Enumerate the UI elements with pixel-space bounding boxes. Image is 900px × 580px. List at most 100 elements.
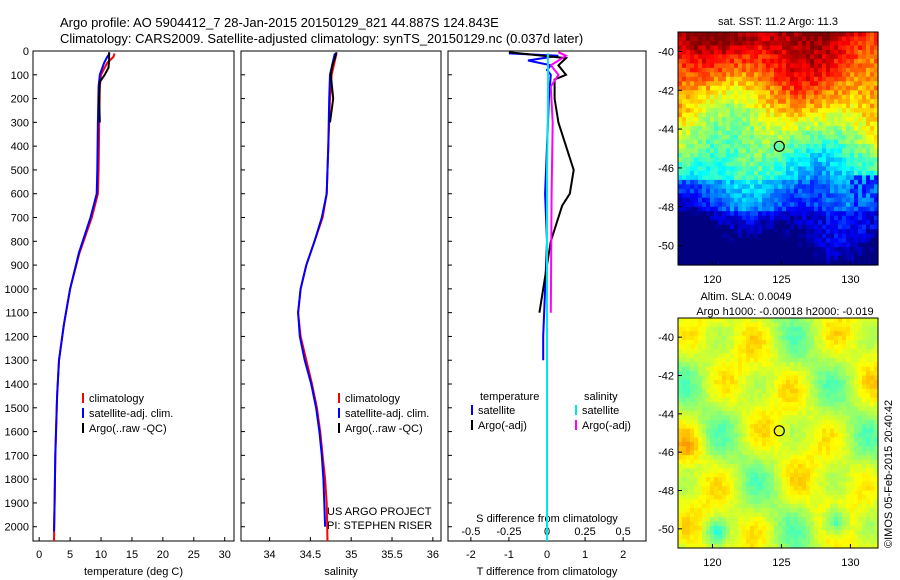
map-cell — [826, 503, 831, 509]
map-cell — [746, 357, 751, 363]
map-cell — [794, 534, 799, 540]
map-cell — [826, 419, 831, 425]
map-cell — [794, 40, 799, 47]
map-cell — [762, 36, 767, 42]
map-cell — [774, 188, 779, 194]
map-cell — [678, 170, 683, 176]
map-cell — [746, 188, 751, 194]
map-cell — [770, 539, 775, 545]
map-cell — [746, 197, 751, 203]
map-cell — [834, 233, 839, 239]
top-axis-tick-label: 0.25 — [574, 526, 595, 538]
map-cell — [678, 379, 683, 385]
map-cell — [834, 503, 839, 509]
map-cell — [778, 247, 783, 253]
map-cell — [698, 494, 703, 500]
map-cell — [822, 388, 827, 394]
map-cell — [790, 238, 795, 244]
map-cell — [806, 459, 811, 465]
map-cell — [850, 152, 855, 159]
map-cell — [734, 335, 739, 341]
map-cell — [678, 366, 683, 372]
map-cell — [842, 318, 847, 324]
map-cell — [734, 166, 739, 172]
map-cell — [702, 322, 707, 328]
x-axis-label: salinity — [324, 566, 358, 578]
map-cell — [766, 318, 771, 324]
map-cell — [802, 508, 807, 514]
map-cell — [694, 45, 699, 51]
map-cell — [730, 486, 735, 492]
map-cell — [770, 175, 775, 181]
map-cell — [738, 512, 743, 518]
map-cell — [738, 415, 743, 421]
map-cell — [838, 126, 843, 132]
map-cell — [686, 508, 691, 514]
map-cell — [810, 455, 815, 461]
map-cell — [850, 211, 855, 217]
map-cell — [790, 472, 795, 478]
map-cell — [730, 81, 735, 87]
map-cell — [782, 410, 787, 416]
map-cell — [746, 157, 751, 163]
map-cell — [750, 184, 755, 190]
map-cell — [718, 512, 723, 518]
map-cell — [690, 406, 695, 412]
map-cell — [694, 161, 699, 168]
map-cell — [798, 139, 803, 145]
map-cell — [762, 481, 767, 487]
map-cell — [682, 220, 687, 226]
map-cell — [702, 117, 707, 123]
map-cell — [818, 36, 823, 42]
map-cell — [734, 340, 739, 346]
map-cell — [850, 126, 855, 132]
map-cell — [742, 388, 747, 394]
map-cell — [770, 179, 775, 185]
map-cell — [678, 450, 683, 456]
map-cell — [754, 340, 759, 346]
map-cell — [862, 175, 867, 181]
map-cell — [758, 472, 763, 478]
map-cell — [678, 353, 683, 359]
map-cell — [694, 348, 699, 354]
map-cell — [746, 229, 751, 235]
map-cell — [834, 121, 839, 127]
map-cell — [710, 348, 715, 354]
map-cell — [814, 450, 819, 456]
map-cell — [694, 126, 699, 132]
map-cell — [818, 112, 823, 118]
map-cell — [694, 103, 699, 109]
map-cell — [718, 388, 723, 394]
map-cell — [678, 486, 683, 492]
map-cell — [750, 148, 755, 154]
map-cell — [762, 357, 767, 363]
map-cell — [814, 486, 819, 492]
map-cell — [782, 152, 787, 159]
map-cell — [818, 450, 823, 456]
map-cell — [678, 468, 683, 474]
map-cell — [846, 197, 851, 203]
map-cell — [838, 32, 843, 38]
map-cell — [746, 402, 751, 408]
differences-panel: -2 -1 0 1 2T difference from climatology-0.5… — [447, 50, 647, 578]
map-cell — [750, 135, 755, 141]
depth-tick-label: 0 — [23, 46, 29, 58]
map-cell — [798, 148, 803, 154]
map-cell — [826, 512, 831, 518]
map-cell — [738, 63, 743, 69]
map-cell — [874, 238, 879, 244]
map-cell — [742, 54, 747, 60]
map-cell — [770, 530, 775, 536]
map-cell — [814, 437, 819, 443]
map-cell — [686, 353, 691, 359]
map-cell — [842, 36, 847, 42]
map-cell — [790, 450, 795, 456]
map-cell — [794, 402, 799, 408]
map-cell — [682, 135, 687, 141]
map-cell — [822, 335, 827, 341]
map-cell — [870, 135, 875, 141]
map-cell — [854, 36, 859, 42]
map-cell — [802, 260, 807, 266]
map-cell — [778, 534, 783, 540]
map-cell — [814, 40, 819, 47]
